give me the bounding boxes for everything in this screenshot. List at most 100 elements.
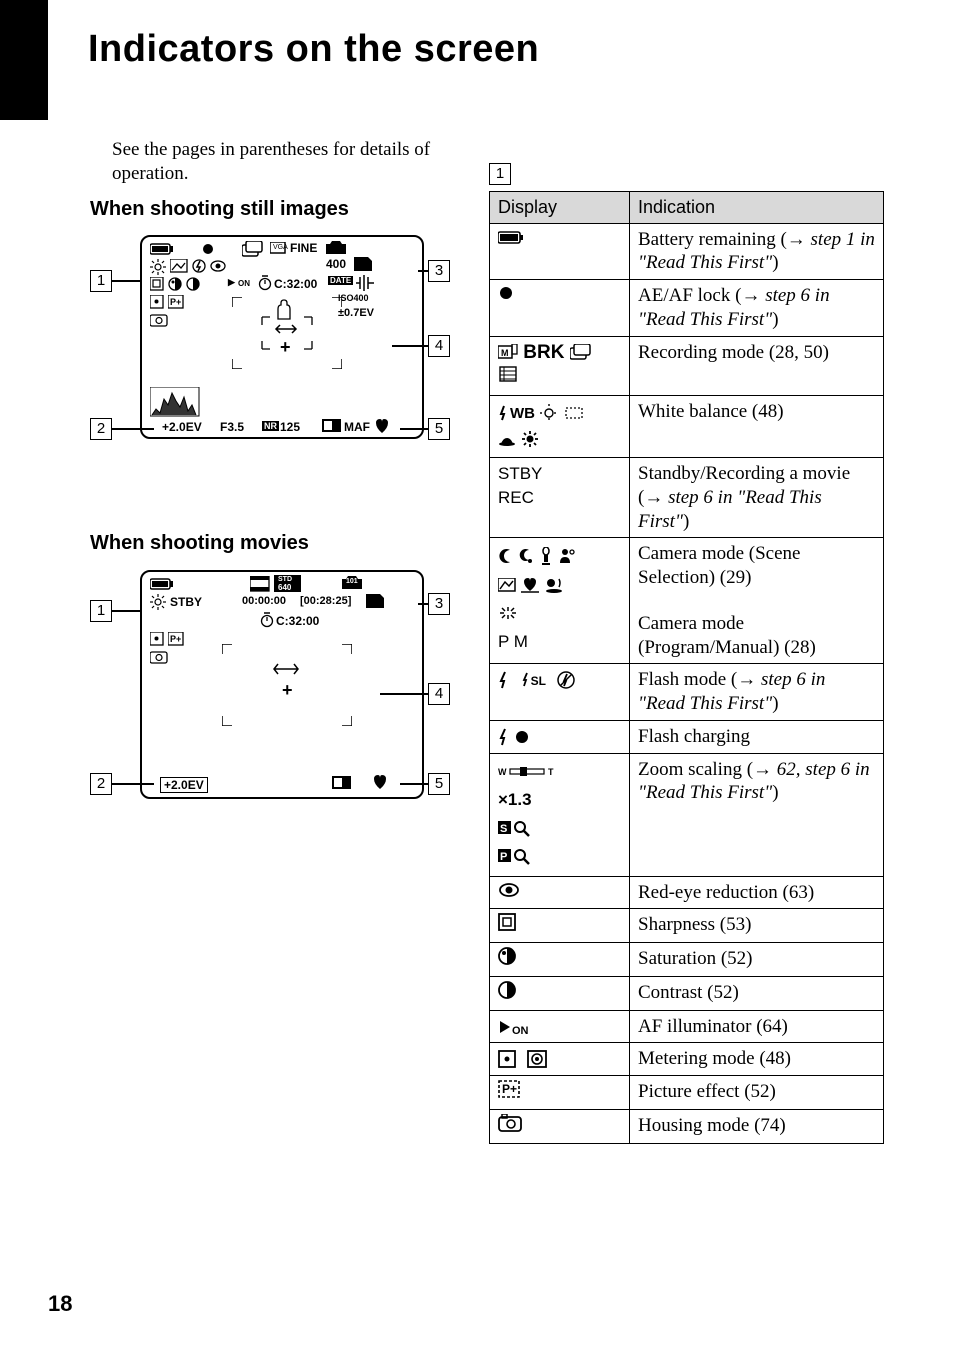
flash-small-icon [192,258,206,274]
callout-1: 1 [90,600,112,622]
callout-line [112,280,140,282]
indication-cell: AF illuminator (64) [630,1010,884,1043]
svg-text:M: M [501,348,509,358]
sat-small-icon [168,277,182,291]
maf: MAF [344,420,370,434]
dot-icon [202,243,214,255]
callout-2: 2 [90,773,112,795]
pfx-small-icon: P+ [168,295,184,309]
svg-text:P+: P+ [502,1082,517,1096]
card-icon [366,594,384,608]
callout-line [112,428,154,430]
svg-text:T: T [548,767,554,777]
std-label: STD [278,576,292,583]
table-row: Saturation (52) [490,943,884,977]
contrast-small-icon [186,277,200,291]
indication-cell: Flash mode (→ step 6 in "Read This First… [630,664,884,721]
arrows-cross-icon [272,660,300,678]
callout-line [400,428,428,430]
indicator-table: Display Indication Battery remaining (→ … [489,191,884,1144]
callout-line [380,693,428,695]
fine-label: FINE [290,241,317,255]
table-row: SL Flash mode (→ step 6 in "Read This Fi… [490,664,884,721]
intro-text: See the pages in parentheses for details… [112,138,452,186]
callout-line [392,345,428,347]
table-row: WB White balance (48) [490,395,884,457]
macro-icon [374,418,390,434]
svg-text:P+: P+ [170,634,181,644]
page-number: 18 [48,1291,72,1317]
folder-num: 101 [346,578,358,585]
display-cell [490,876,630,909]
indication-cell: White balance (48) [630,395,884,457]
table-row: STBY RECStandby/Recording a movie (→ ste… [490,458,884,538]
display-cell [490,280,630,337]
indication-cell: Standby/Recording a movie (→ step 6 in "… [630,458,884,538]
callout-3: 3 [428,260,450,282]
th-indication: Indication [630,192,884,224]
display-cell: STBY REC [490,458,630,538]
callout-line [418,603,428,605]
callout-5: 5 [428,773,450,795]
ev-label: ±0.7EV [338,307,374,319]
metering-small-icon [150,295,164,309]
arrows-cross-icon [274,321,298,337]
nr-label: NR [262,421,279,431]
iso-label: ISO400 [338,293,369,303]
macro-icon [372,774,388,790]
display-cell: SL [490,664,630,721]
table-row: Sharpness (53) [490,909,884,943]
table-row: AE/AF lock (→ step 6 in "Read This First… [490,280,884,337]
display-cell [490,720,630,753]
battery-icon [150,578,174,590]
svg-text:P: P [500,851,507,863]
sharp-small-icon [150,277,164,291]
table-row: Battery remaining (→ step 1 in "Read Thi… [490,223,884,280]
sun-icon [150,594,166,610]
svg-text:P+: P+ [170,297,181,307]
diagram-still: VGA FINE 400 ▶ ON C:32:00 DATE P+ ISO400 [90,230,450,470]
lcd-screen-still: VGA FINE 400 ▶ ON C:32:00 DATE P+ ISO400 [140,235,424,439]
on-text-small: ON [238,279,250,288]
indication-cell: Battery remaining (→ step 1 in "Read Thi… [630,223,884,280]
subhead-movies: When shooting movies [90,532,309,555]
table-row: ONAF illuminator (64) [490,1010,884,1043]
table-row: P MCamera mode (Scene Selection) (29)Cam… [490,538,884,664]
indication-cell: Sharpness (53) [630,909,884,943]
lcd-screen-movie: STD 640 101 STBY 00:00:00 [00:28:25] C:3… [140,570,424,799]
table-row: Red-eye reduction (63) [490,876,884,909]
display-cell: WB [490,395,630,457]
callout-line [418,270,428,272]
af-on-small: ▶ [228,277,235,288]
left-black-bar [0,0,48,120]
shutter: 125 [280,420,300,434]
callout-1: 1 [90,270,112,292]
display-cell [490,1043,630,1076]
display-cell [490,943,630,977]
indicator-table-wrap: 1 Display Indication Battery remaining (… [489,163,884,1144]
metering-small-icon [150,632,164,646]
indication-cell: Recording mode (28, 50) [630,336,884,395]
display-cell [490,1109,630,1143]
indication-cell: Contrast (52) [630,976,884,1010]
subhead-still: When shooting still images [90,198,349,221]
indication-cell: Red-eye reduction (63) [630,876,884,909]
date-label: DATE [328,276,353,285]
display-cell [490,976,630,1010]
ctime: C:32:00 [274,277,317,291]
display-cell [490,223,630,280]
pfx-small-icon: P+ [168,632,184,646]
display-cell: WT×1.3SP [490,753,630,876]
callout-4: 4 [428,683,450,705]
cf-icon [332,776,352,790]
table-row: Metering mode (48) [490,1043,884,1076]
stby-label: STBY [170,595,202,609]
display-cell [490,909,630,943]
vga-label: VGA [273,244,288,251]
crosshair-plus: + [280,337,291,358]
callout-line [112,783,154,785]
table-row: M BRK Recording mode (28, 50) [490,336,884,395]
table-row: P+Picture effect (52) [490,1076,884,1110]
display-cell: ON [490,1010,630,1043]
indication-cell: Housing mode (74) [630,1109,884,1143]
